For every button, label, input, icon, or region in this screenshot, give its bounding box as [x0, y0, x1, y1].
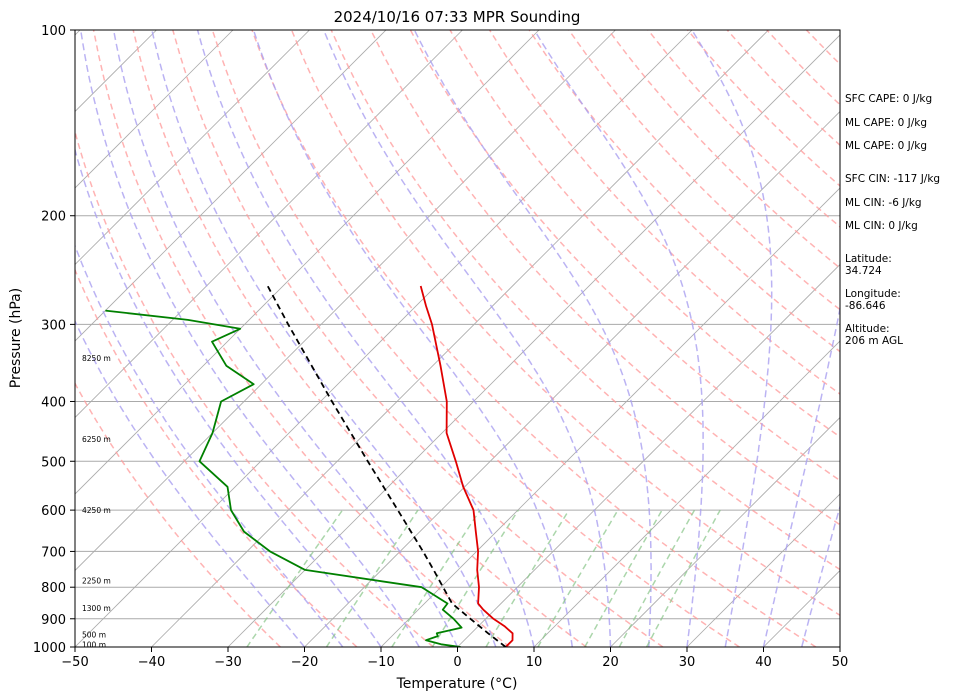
- moist-adiabat-line: [151, 30, 497, 647]
- moist-adiabat-line: [691, 30, 773, 647]
- y-tick-label: 500: [41, 455, 66, 470]
- dry-adiabat-line: [75, 268, 358, 647]
- x-tick-label: 50: [832, 655, 849, 670]
- x-tick-label: −20: [291, 655, 318, 670]
- mixing-ratio-line: [645, 509, 721, 647]
- y-tick-label: 1000: [33, 641, 66, 656]
- isotherm-line: [533, 340, 840, 647]
- isotherm-line: [75, 30, 310, 266]
- dry-adiabat-line: [92, 30, 511, 647]
- dry-adiabat-line: [172, 30, 664, 647]
- height-label: 8250 m: [82, 354, 111, 363]
- dry-adiabat-line: [330, 30, 840, 571]
- y-tick-label: 900: [41, 613, 66, 628]
- isotherm-line: [151, 30, 769, 647]
- y-tick-label: 700: [41, 545, 66, 560]
- mixing-ratio-line: [325, 509, 419, 647]
- parcel-path-trace: [266, 285, 507, 647]
- ml-cin-value: ML CIN: -6 J/kg: [845, 197, 922, 209]
- isotherm-line: [75, 30, 387, 342]
- y-tick-label: 300: [41, 318, 66, 333]
- ml-cape-value: ML CAPE: 0 J/kg: [845, 117, 928, 129]
- moist-adiabat-line: [252, 30, 574, 647]
- ml-cin-value-2: ML CIN: 0 J/kg: [845, 220, 918, 232]
- moist-adiabat-line: [112, 30, 459, 647]
- dry-adiabat-line: [75, 381, 281, 647]
- x-tick-label: 10: [526, 655, 543, 670]
- dry-adiabat-line: [75, 128, 434, 647]
- moist-adiabat-line: [533, 30, 704, 647]
- dry-adiabat-line: [528, 30, 840, 353]
- y-tick-label: 800: [41, 581, 66, 596]
- isotherm-line: [75, 30, 540, 495]
- chart-title: 2024/10/16 07:33 MPR Sounding: [334, 8, 581, 26]
- isotherm-line: [0, 30, 4, 647]
- isotherm-line: [75, 30, 234, 189]
- moist-adiabat-line: [413, 30, 652, 647]
- x-tick-label: 0: [453, 655, 461, 670]
- dry-adiabat-line: [568, 30, 840, 311]
- x-axis-title: Temperature (°C): [396, 676, 518, 692]
- temperature-trace: [419, 285, 514, 647]
- moist-adiabat-line: [75, 243, 344, 647]
- y-tick-label: 400: [41, 395, 66, 410]
- x-tick-label: −50: [61, 655, 88, 670]
- isotherm-line: [380, 187, 840, 647]
- longitude-label: Longitude:: [845, 288, 901, 300]
- dry-adiabat-line: [488, 30, 840, 395]
- x-tick-label: 30: [679, 655, 696, 670]
- moist-adiabat-line: [196, 30, 535, 647]
- isotherm-line: [610, 416, 840, 647]
- ml-cape-value-2: ML CAPE: 0 J/kg: [845, 140, 928, 152]
- mixing-ratio-line: [431, 509, 519, 647]
- isotherm-line: [457, 263, 840, 647]
- moist-adiabat-line: [762, 304, 840, 647]
- altitude-label: Altitude:: [845, 323, 890, 335]
- sfc-cape-value: SFC CAPE: 0 J/kg: [845, 93, 933, 105]
- height-label: 100 m: [82, 640, 106, 649]
- dry-adiabat-line: [449, 30, 840, 438]
- height-label: 1300 m: [82, 604, 111, 613]
- y-tick-label: 600: [41, 504, 66, 519]
- plot-frame: [74, 29, 841, 648]
- dry-adiabat-line: [132, 30, 587, 647]
- dry-adiabat-line: [211, 30, 740, 647]
- x-tick-label: −30: [214, 655, 241, 670]
- moist-adiabat-line: [75, 147, 382, 647]
- isotherm-line: [75, 30, 463, 419]
- dry-adiabat-line: [290, 30, 840, 617]
- y-tick-label: 200: [41, 210, 66, 225]
- x-tick-label: 20: [602, 655, 619, 670]
- y-tick-label: 100: [41, 24, 66, 39]
- isotherm-line: [304, 110, 840, 647]
- height-label: 2250 m: [82, 576, 111, 585]
- dry-adiabat-line: [251, 30, 817, 647]
- y-axis-title: Pressure (hPa): [8, 288, 24, 388]
- mixing-ratio-line: [485, 509, 570, 647]
- isotherm-line: [227, 34, 840, 647]
- moist-adiabat-line: [79, 30, 420, 647]
- mixing-ratio-line: [537, 509, 619, 647]
- x-tick-label: 40: [755, 655, 772, 670]
- height-label: 6250 m: [82, 435, 111, 444]
- mixing-ratio-line: [584, 509, 663, 647]
- moist-adiabat-line: [75, 319, 306, 647]
- altitude-value: 206 m AGL: [845, 335, 903, 347]
- isotherm-line: [75, 30, 616, 572]
- latitude-label: Latitude:: [845, 253, 892, 265]
- mixing-ratio-line: [246, 509, 344, 647]
- height-label: 500 m: [82, 631, 106, 640]
- x-tick-label: −10: [367, 655, 394, 670]
- x-tick-label: −40: [138, 655, 165, 670]
- sfc-cin-value: SFC CIN: -117 J/kg: [845, 173, 941, 185]
- isotherm-line: [686, 493, 840, 647]
- mixing-ratio-line: [618, 509, 696, 647]
- moist-adiabat-line: [801, 504, 840, 647]
- mixing-ratio-line: [391, 509, 481, 647]
- latitude-value: 34.724: [845, 265, 882, 277]
- longitude-value: -86.646: [845, 300, 886, 312]
- dewpoint-trace: [105, 309, 463, 647]
- height-label: 4250 m: [82, 506, 111, 515]
